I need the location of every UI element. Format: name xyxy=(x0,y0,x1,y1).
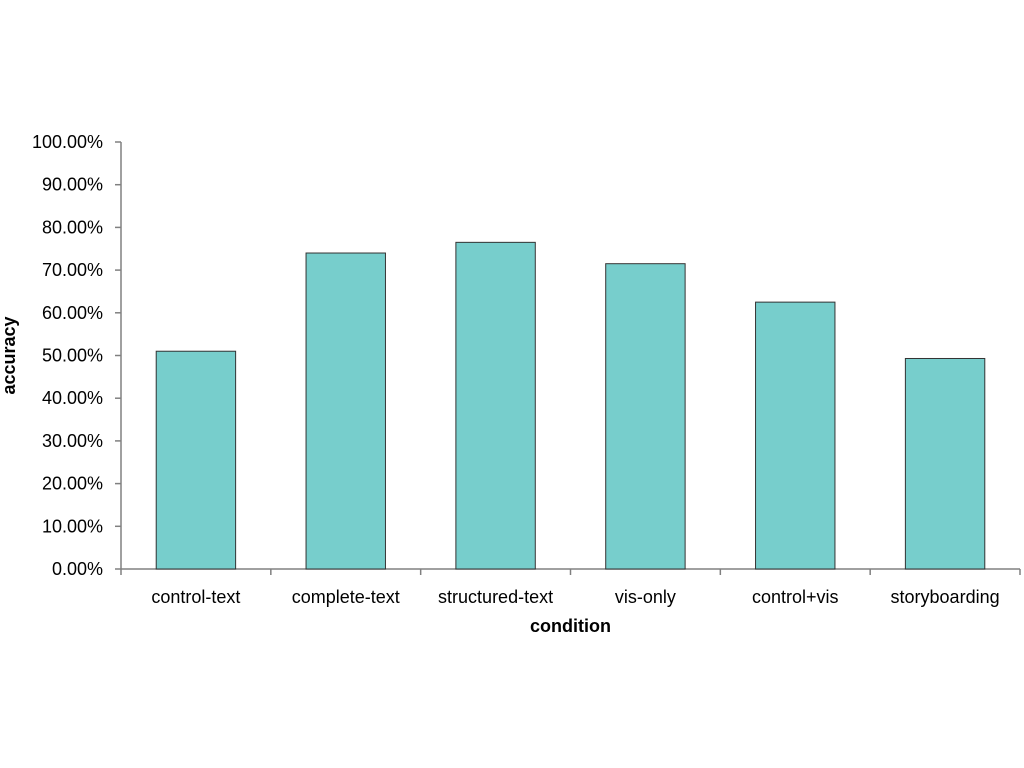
y-tick-label: 90.00% xyxy=(42,175,103,195)
x-axis xyxy=(120,568,1021,575)
bar xyxy=(605,263,686,570)
y-tick-label: 40.00% xyxy=(42,388,103,408)
bar xyxy=(904,357,986,570)
x-tick-label: structured-text xyxy=(438,587,553,607)
x-tick-label: vis-only xyxy=(615,587,676,607)
x-tick-label: complete-text xyxy=(292,587,400,607)
x-tick-label: storyboarding xyxy=(891,587,1000,607)
y-tick-label: 10.00% xyxy=(42,516,103,536)
bar xyxy=(755,301,836,570)
x-axis-title: condition xyxy=(530,616,611,636)
y-tick-label: 0.00% xyxy=(52,559,103,579)
y-axis-title: accuracy xyxy=(0,316,19,394)
y-tick-label: 80.00% xyxy=(42,217,103,237)
bar xyxy=(155,350,237,570)
x-tick-label: control+vis xyxy=(752,587,839,607)
y-axis: 0.00% 10.00% 20.00% 30.00% 40.00% 50.00% 60.00… xyxy=(32,132,122,579)
y-tick-label: 60.00% xyxy=(42,303,103,323)
y-tick-label: 70.00% xyxy=(42,260,103,280)
x-tick-label: control-text xyxy=(151,587,240,607)
bars xyxy=(155,241,986,570)
bar xyxy=(455,241,536,570)
x-tick-labels: control-text complete-text structured-text… xyxy=(151,587,999,607)
y-tick-label: 30.00% xyxy=(42,431,103,451)
y-tick-label: 50.00% xyxy=(42,346,103,366)
y-tick-label: 100.00% xyxy=(32,132,103,152)
bar xyxy=(305,252,386,570)
y-tick-label: 20.00% xyxy=(42,474,103,494)
